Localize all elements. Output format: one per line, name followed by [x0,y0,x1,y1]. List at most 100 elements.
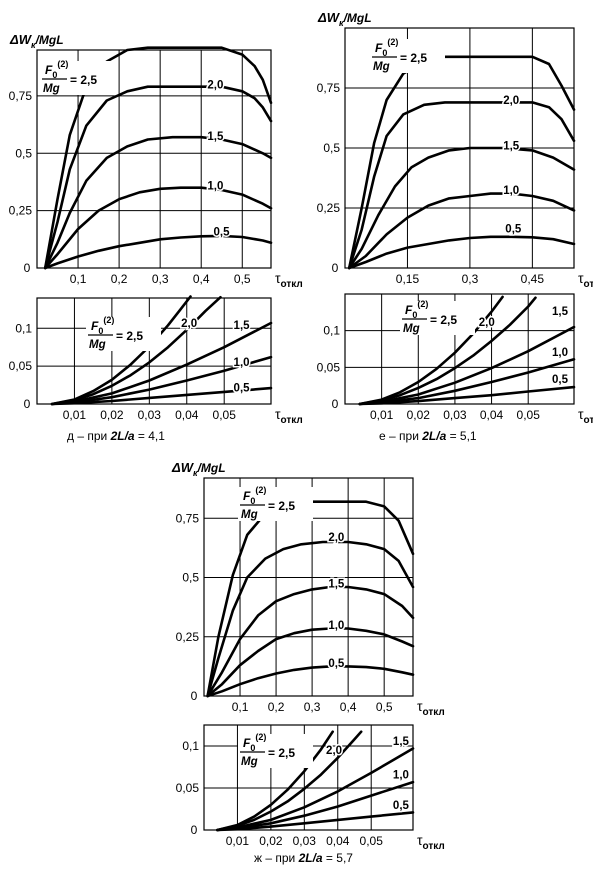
label-part: F [45,63,53,77]
param-value: = 2,5 [268,746,295,760]
series-line-2-0 [43,85,273,270]
panel-e-bottom: 2,0 1,5 1,0 0,5 0,01 0,02 0,03 0,04 0,05 0,05 0,1 0… [317,293,593,426]
label-part: ΔW [171,460,195,475]
label-part: τ [417,832,423,848]
x-tick-label: 0,2 [111,272,128,286]
series-label: 0,5 [328,658,345,670]
param-denominator: Mg [241,756,258,768]
x-axis-label: τоткл [275,270,303,290]
series-line-0-5 [43,234,273,270]
param-numerator: F0(2) [91,315,114,336]
y-tick-label: 0,05 [317,360,341,374]
panel-caption: ж – при 2L/a = 5,7 [254,851,353,865]
origin-label: 0 [332,397,339,411]
param-value: = 2,5 [430,313,457,327]
param-label: F0(2) Mg = 2,5 [370,37,445,73]
label-part: откл [423,841,445,852]
series-label: 2,0 [207,79,223,91]
label-part: е – при [379,429,422,443]
x-axis-label: τоткл [417,698,445,718]
series-line-1-0 [43,186,273,270]
x-tick-label: 0,45 [521,272,545,286]
series-line-0-5 [358,385,576,406]
x-tick-label: 0,04 [480,408,504,422]
x-tick-label: 0,4 [193,272,210,286]
series-line-1-5 [347,146,576,270]
label-part: /MgL [35,33,64,47]
label-part: 0 [250,743,255,753]
series-line-2-5 [50,295,192,406]
label-part: = 5,1 [446,429,477,443]
param-label: F0(2) Mg = 2,5 [400,299,475,335]
series-label: 1,0 [234,357,250,369]
panel-zh-top: 2,0 1,5 1,0 0,5 0,1 0,2 0,3 0,4 0,5 0,25 0,5 0,75 0 τ… [171,460,445,718]
param-numerator: F0(2) [45,59,68,80]
x-tick-label: 0,01 [226,834,250,848]
panel-caption: д – при 2L/a = 4,1 [67,429,165,443]
series-label: 0,5 [214,226,231,238]
y-tick-label: 0,5 [182,571,199,585]
series-line-2-0 [50,295,222,406]
origin-label: 0 [191,689,198,703]
origin-label: 0 [191,823,198,837]
series-label: 2,0 [328,532,344,544]
label-part: 0 [412,310,417,320]
param-value: = 2,5 [70,73,97,87]
label-part: откл [281,415,303,426]
series-line-1-5 [43,135,273,270]
param-numerator: F0(2) [243,485,266,506]
label-part: 0 [250,496,255,506]
x-tick-label: 0,05 [517,408,541,422]
y-tick-label: 0,5 [15,146,32,160]
label-part: откл [423,707,445,718]
y-tick-label: 0,75 [176,511,200,525]
series-label: 1,0 [503,185,519,197]
series-line-2-0 [358,296,537,406]
param-value: = 2,5 [116,329,143,343]
x-tick-label: 0,4 [340,700,357,714]
label-part: F [405,303,413,317]
label-part: 2L/a [298,851,323,865]
param-denominator: Mg [373,61,390,73]
label-part: F [243,736,251,750]
label-part: ж – при [254,851,299,865]
series-label: 1,5 [234,320,251,332]
label-part: (2) [103,315,114,325]
label-part: = 5,7 [323,851,354,865]
label-part: (2) [255,485,266,495]
label-part: = 4,1 [135,429,166,443]
x-tick-label: 0,02 [407,408,431,422]
x-tick-label: 0,15 [396,272,420,286]
panel-caption: е – при 2L/a = 5,1 [379,429,477,443]
y-tick-label: 0,05 [9,359,33,373]
series-line-2-5 [43,46,273,270]
panel-zh-bottom: 2,0 1,5 1,0 0,5 0,01 0,02 0,03 0,04 0,05 0,05 0,1 0… [176,724,445,852]
series-line-1-0 [206,627,415,698]
x-tick-label: 0,03 [138,408,162,422]
label-part: ΔW [317,10,341,25]
series-line-0-5 [216,811,415,832]
y-axis-label: ΔWк/MgL [171,460,226,478]
x-tick-label: 0,03 [443,408,467,422]
label-part: откл [584,279,593,290]
plot-frame [344,293,575,405]
label-part: 0 [52,70,57,80]
x-tick-label: 0,03 [293,834,317,848]
series-line-1-0 [347,192,576,270]
label-part: (2) [57,59,68,69]
x-tick-label: 0,05 [213,408,237,422]
series-label: 0,5 [393,800,410,812]
param-label: F0(2) Mg = 2,5 [238,732,313,768]
param-numerator: F0(2) [243,732,266,753]
x-tick-label: 0,3 [152,272,169,286]
y-tick-label: 0,5 [323,141,340,155]
series-label: 1,0 [328,620,344,632]
series-label: 2,0 [326,745,342,757]
label-part: 2L/a [110,429,135,443]
series-label: 1,5 [393,736,410,748]
param-numerator: F0(2) [405,299,428,320]
label-part: (2) [255,732,266,742]
label-part: F [243,489,251,503]
